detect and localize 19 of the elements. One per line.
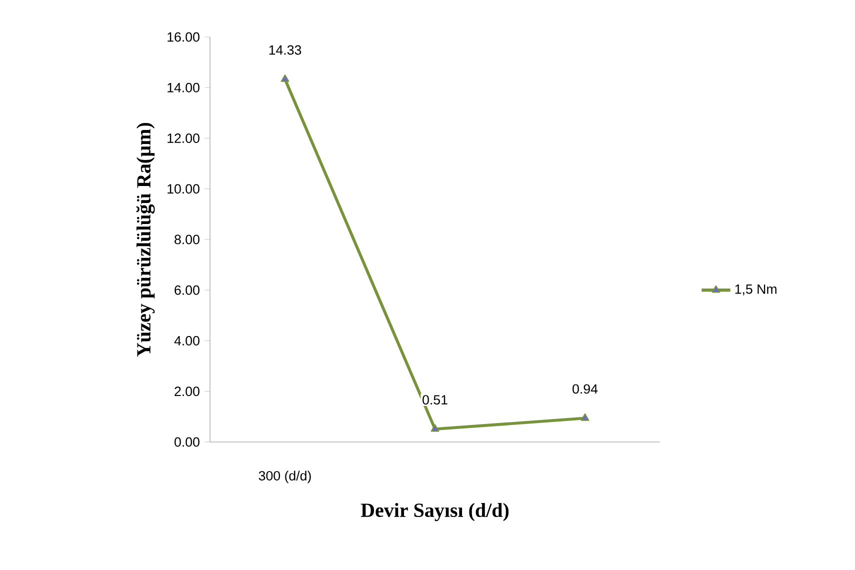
point [430,424,440,432]
data-label: 0.94 [572,384,598,394]
y-tick-label: 0.00 [174,437,200,447]
y-tick-label: 2.00 [174,386,200,396]
y-tick-label: 12.00 [168,134,200,143]
y-tick-label: 16.00 [168,32,200,42]
legend-label: 1,5 Nm [735,284,776,296]
y-tick-label: 14.00 [168,82,200,92]
y-axis-title: Yüzey pürüzlülüğü Ra(µm) [136,122,155,357]
x-tick-label: 300 (d/d) [258,470,311,484]
y-tick-label: 4.00 [174,336,200,346]
y-tick-label: 8.00 [174,234,200,244]
x-axis-title: Devir Sayısı (d/d) [360,502,509,522]
data-label: 14.33 [269,45,302,55]
y-tick-label: 10.00 [168,184,200,194]
point [280,74,290,82]
data-label: 0.51 [422,395,448,405]
point [580,413,590,421]
y-tick-label: 6.00 [174,285,200,295]
